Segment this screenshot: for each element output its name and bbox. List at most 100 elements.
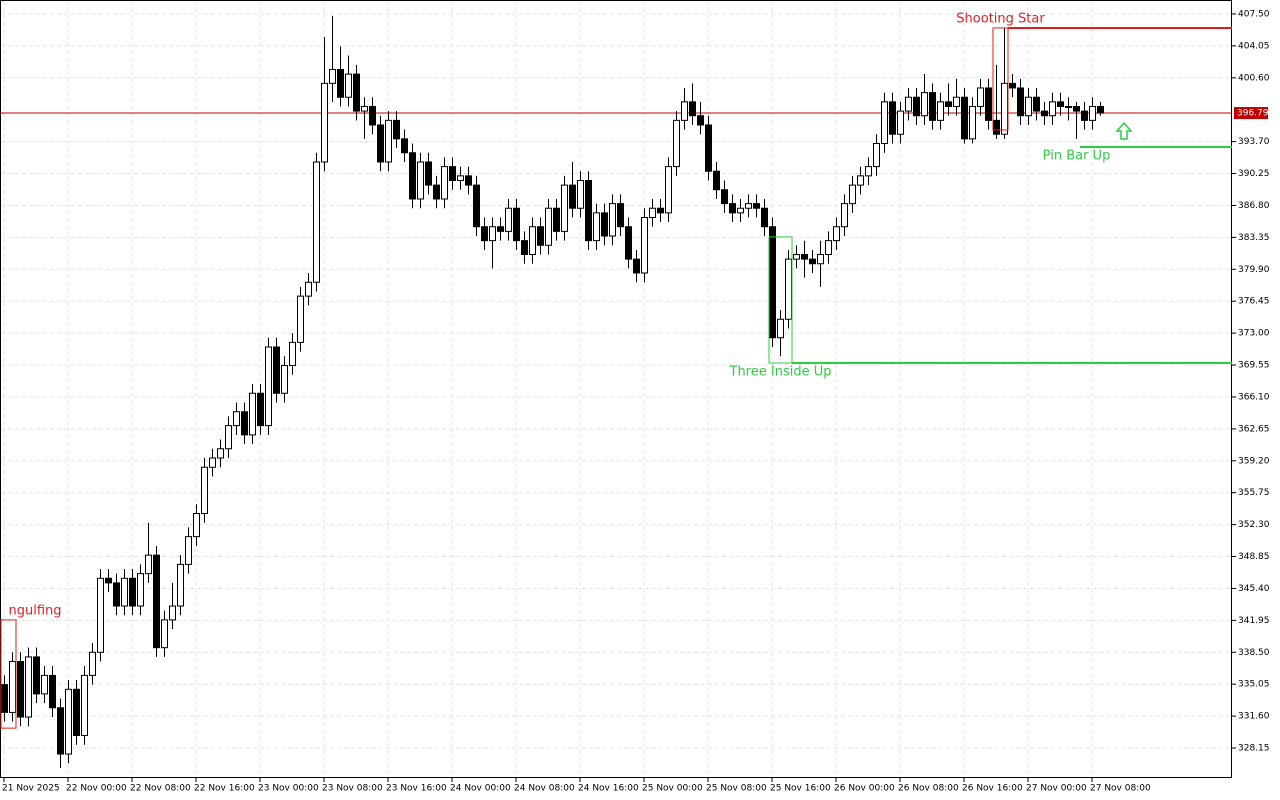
candle-body (33, 656, 40, 695)
candle-body (801, 253, 808, 260)
pattern-label: Pin Bar Up (1043, 148, 1111, 163)
candle-body (937, 101, 944, 121)
y-tick-label: 407.50 (1238, 9, 1270, 19)
candle-body (1025, 96, 1032, 117)
candle-body (417, 161, 424, 200)
candle-body (777, 318, 784, 339)
y-tick-label: 379.90 (1238, 265, 1270, 275)
candle-body (249, 392, 256, 436)
candle-body (569, 184, 576, 209)
candle-body (1033, 96, 1040, 112)
candle-body (1049, 101, 1056, 117)
pattern-label: ngulfing (9, 603, 62, 618)
candle-body (97, 577, 104, 653)
x-tick-label: 22 Nov 08:00 (130, 784, 191, 794)
candle-body (529, 226, 536, 255)
candle-body (1017, 87, 1024, 117)
candle-body (9, 661, 16, 713)
y-tick-label: 345.40 (1238, 584, 1270, 594)
y-tick-label: 366.10 (1238, 392, 1270, 402)
candle-body (57, 707, 64, 755)
candle-body (561, 184, 568, 232)
candle-body (1073, 105, 1080, 112)
candle-body (745, 203, 752, 209)
x-tick-label: 24 Nov 08:00 (514, 784, 575, 794)
candle-body (505, 207, 512, 232)
plot-frame (0, 0, 1232, 778)
x-tick-label: 25 Nov 00:00 (642, 784, 703, 794)
candle-body (193, 513, 200, 538)
candle-body (681, 101, 688, 121)
candle-body (513, 207, 520, 242)
candle-body (809, 258, 816, 265)
candle-body (17, 661, 24, 718)
x-tick-label: 25 Nov 08:00 (706, 784, 767, 794)
pattern-box (0, 619, 17, 729)
x-tick-label: 27 Nov 00:00 (1026, 784, 1087, 794)
candle-body (217, 448, 224, 459)
y-tick-label: 376.45 (1238, 297, 1270, 307)
candle-body (225, 425, 232, 450)
candle-body (881, 101, 888, 144)
candle-body (953, 96, 960, 107)
y-tick-label: 352.30 (1238, 520, 1270, 530)
candle-body (153, 554, 160, 649)
pattern-box (992, 27, 1009, 131)
x-tick-label: 22 Nov 16:00 (194, 784, 255, 794)
candle-body (793, 253, 800, 260)
candle-body (1057, 101, 1064, 107)
candle-body (705, 124, 712, 172)
candle-body (233, 411, 240, 427)
candle-body (353, 73, 360, 112)
candle-body (81, 674, 88, 737)
candle-body (889, 101, 896, 135)
candle-body (841, 203, 848, 228)
y-tick-label: 393.70 (1238, 137, 1270, 147)
candle-body (905, 96, 912, 112)
pattern-label: Three Inside Up (729, 365, 832, 380)
candle-body (665, 166, 672, 214)
candle-body (425, 161, 432, 186)
candle-body (289, 341, 296, 367)
candle-body (377, 124, 384, 163)
candle-body (201, 466, 208, 515)
candle-body (137, 573, 144, 607)
candle-body (761, 207, 768, 228)
candle-body (1081, 110, 1088, 121)
candle-body (273, 346, 280, 394)
x-tick-label: 24 Nov 16:00 (578, 784, 639, 794)
candle-body (297, 295, 304, 343)
candle-body (313, 161, 320, 283)
candle-body (753, 203, 760, 209)
candle-body (409, 152, 416, 200)
candle-body (449, 166, 456, 181)
y-tick-label: 348.85 (1238, 552, 1270, 562)
x-tick-label: 26 Nov 08:00 (898, 784, 959, 794)
candle-body (649, 207, 656, 218)
candle-body (241, 411, 248, 436)
candle-body (585, 179, 592, 242)
candle-body (537, 226, 544, 246)
last-price-label: 396.79 (1237, 109, 1269, 119)
y-tick-label: 386.80 (1238, 201, 1270, 211)
candle-body (337, 68, 344, 98)
candle-body (113, 582, 120, 607)
y-tick-label: 331.60 (1238, 712, 1270, 722)
candle-body (913, 96, 920, 117)
candle-body (729, 203, 736, 214)
y-tick-label: 373.00 (1238, 329, 1270, 339)
candle-body (1097, 105, 1104, 114)
candle-body (65, 688, 72, 755)
candle-body (945, 101, 952, 107)
y-tick-label: 341.95 (1238, 616, 1270, 626)
candle-body (369, 105, 376, 126)
candle-body (593, 212, 600, 242)
candle-body (713, 170, 720, 191)
candle-body (41, 674, 48, 695)
candle-body (601, 212, 608, 237)
candle-body (281, 365, 288, 394)
x-tick-label: 26 Nov 16:00 (962, 784, 1023, 794)
candle-body (873, 142, 880, 168)
